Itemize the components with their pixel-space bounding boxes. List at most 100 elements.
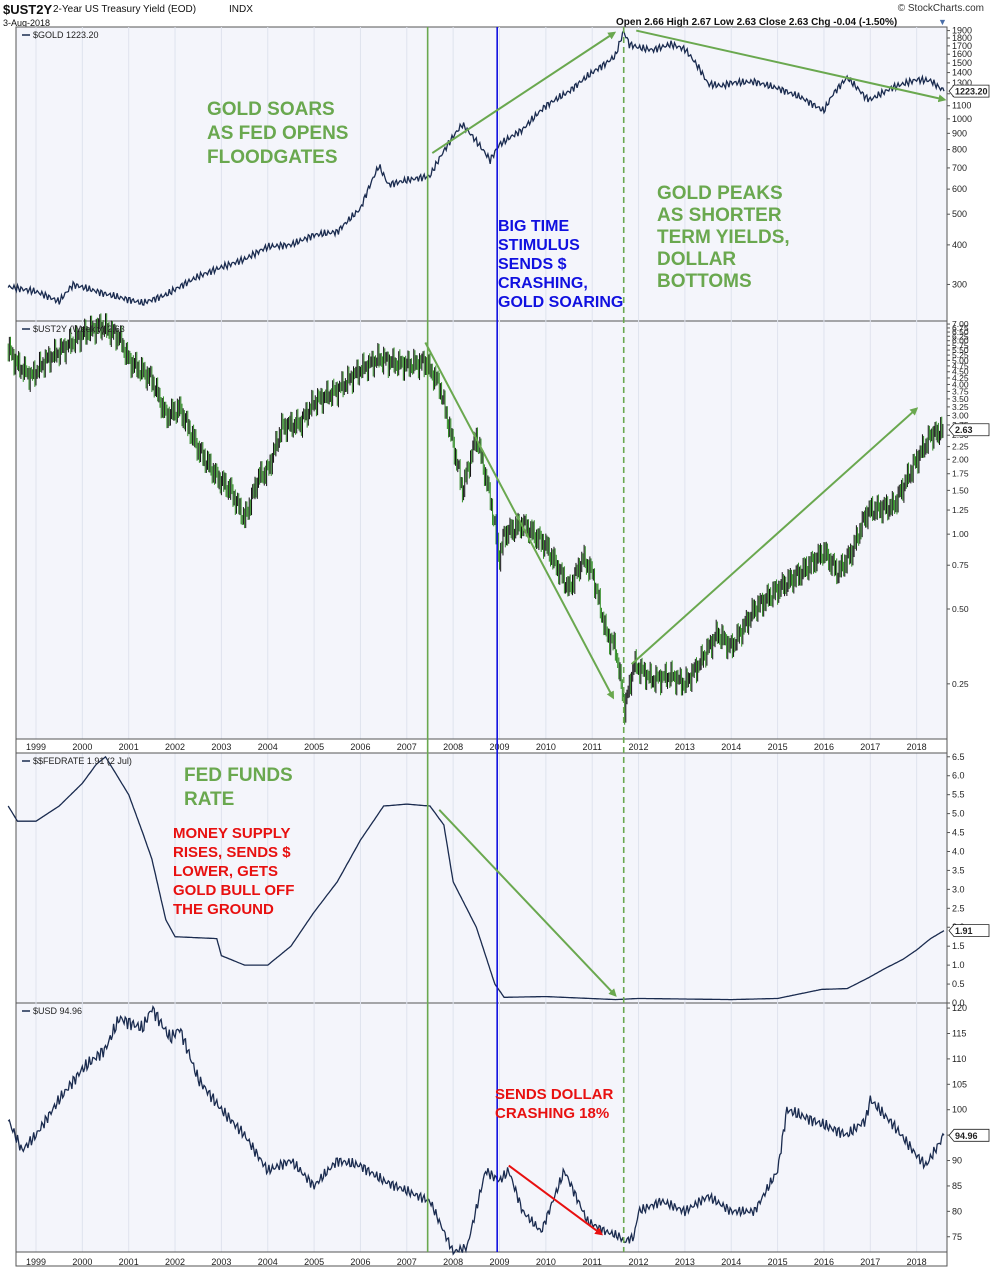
x-tick-label: 2002 <box>165 1257 185 1267</box>
x-tick-label: 2013 <box>675 1257 695 1267</box>
y-tick-label: 6.0 <box>952 771 965 781</box>
yield-downtrend-arrow <box>424 342 614 700</box>
x-tick-label: 2000 <box>72 1257 92 1267</box>
y-tick-label: 3.0 <box>952 884 965 894</box>
ust2y-last-value-tag: 2.63 <box>948 423 990 437</box>
y-tick-label: 1600 <box>952 49 972 59</box>
y-tick-label: 0.5 <box>952 979 965 989</box>
x-tick-label: 2003 <box>211 1257 231 1267</box>
annotation-line: SENDS $ <box>498 256 567 273</box>
y-tick-label: 75 <box>952 1232 962 1242</box>
gold-last-value-tag: 1223.20 <box>948 84 990 98</box>
gold-uptrend-arrow-shaft <box>431 31 617 154</box>
y-tick-label: 3.75 <box>952 386 969 396</box>
fedrate-downtrend-arrow-shaft <box>438 809 617 997</box>
y-tick-label: 1700 <box>952 41 972 51</box>
y-tick-label: 600 <box>952 184 967 194</box>
x-tick-label: 2001 <box>119 742 139 752</box>
annotation-line: GOLD SOARING <box>498 294 623 311</box>
y-tick-label: 1.75 <box>952 469 969 479</box>
x-tick-label: 2012 <box>629 742 649 752</box>
y-tick-label: 800 <box>952 145 967 155</box>
legend-label: $$FEDRATE 1.91 (2 Jul) <box>33 756 132 766</box>
y-tick-label: 1500 <box>952 58 972 68</box>
y-axis-ust2y: 7.006.756.506.256.005.755.505.255.004.75… <box>947 319 969 689</box>
x-tick-label: 2003 <box>211 742 231 752</box>
x-tick-label: 2006 <box>350 742 370 752</box>
x-tick-label: 2000 <box>72 742 92 752</box>
y-axis-fedrate: 6.56.05.55.04.54.03.53.02.52.01.51.00.50… <box>947 752 965 1008</box>
y-tick-label: 300 <box>952 279 967 289</box>
y-tick-label: 5.50 <box>952 345 969 355</box>
y-tick-label: 5.25 <box>952 350 969 360</box>
gold-downtrend-arrow <box>636 29 947 103</box>
x-tick-label: 2017 <box>860 742 880 752</box>
x-tick-label: 2005 <box>304 742 324 752</box>
panel-usd <box>15 1002 948 1253</box>
x-axis-band <box>15 738 948 754</box>
usd-downtrend-arrow-shaft <box>508 1164 604 1236</box>
legend-label: $GOLD 1223.20 <box>33 30 99 40</box>
brand-label[interactable]: © StockCharts.com <box>897 3 984 14</box>
y-tick-label: 110 <box>952 1054 966 1064</box>
y-tick-label: 85 <box>952 1181 962 1191</box>
y-tick-label: 6.25 <box>952 331 969 341</box>
annotation-money-supply: MONEY SUPPLY RISES, SENDS $ LOWER, GETS GOL… <box>173 825 294 918</box>
ohlc-readout: Open 2.66 High 2.67 Low 2.63 Close 2.63 … <box>616 17 898 28</box>
y-tick-label: 3.25 <box>952 402 969 412</box>
annotation-line: SENDS DOLLAR <box>495 1086 614 1103</box>
x-tick-label: 2018 <box>907 742 927 752</box>
ohlc-dropdown-icon[interactable]: ▼ <box>938 17 947 27</box>
y-tick-label: 115 <box>952 1028 966 1038</box>
last-value-label: 2.63 <box>955 425 973 435</box>
y-tick-label: 1000 <box>952 114 972 124</box>
y-tick-label: 4.00 <box>952 379 969 389</box>
y-tick-label: 5.00 <box>952 355 969 365</box>
x-tick-label: 2005 <box>304 1257 324 1267</box>
x-tick-label: 2004 <box>258 742 278 752</box>
annotation-line: RISES, SENDS $ <box>173 844 291 861</box>
fedrate-series <box>7 755 945 1001</box>
x-tick-label: 2010 <box>536 1257 556 1267</box>
last-value-box <box>948 423 990 437</box>
y-tick-label: 7.00 <box>952 319 969 329</box>
y-tick-label: 6.50 <box>952 327 969 337</box>
y-tick-label: 0.50 <box>952 604 969 614</box>
annotation-fed-funds-rate: FED FUNDS RATE <box>184 765 293 810</box>
gold-downtrend-arrow-shaft <box>636 29 947 103</box>
y-tick-label: 90 <box>952 1156 962 1166</box>
last-value-box <box>948 924 990 938</box>
y-tick-label: 1900 <box>952 26 972 36</box>
fedrate-downtrend-arrow <box>438 809 617 997</box>
x-tick-label: 2016 <box>814 742 834 752</box>
y-tick-label: 700 <box>952 163 967 173</box>
annotation-sends-dollar: SENDS DOLLAR CRASHING 18% <box>495 1086 614 1122</box>
annotation-big-time-stimulus: BIG TIME STIMULUS SENDS $ CRASHING, GOLD SOA… <box>498 218 623 311</box>
y-axis-usd: 1201151101051009590858075 <box>947 1003 967 1242</box>
y-tick-label: 1.5 <box>952 941 965 951</box>
panel-fedrate <box>15 752 948 1004</box>
panel-gold <box>15 26 948 322</box>
y-tick-label: 500 <box>952 209 967 219</box>
y-tick-label: 4.75 <box>952 361 969 371</box>
y-tick-label: 4.50 <box>952 367 969 377</box>
x-axis-upper: 1999 2000 2001 2002 2003 2004 2005 2006 2007 2008… <box>15 738 948 754</box>
y-tick-label: 6.00 <box>952 336 969 346</box>
annotation-line: BIG TIME <box>498 218 569 235</box>
y-tick-label: 4.0 <box>952 846 965 856</box>
y-tick-label: 6.5 <box>952 752 965 762</box>
legend-label: $USD 94.96 <box>33 1006 82 1016</box>
chart-date: 3-Aug-2018 <box>3 18 51 28</box>
x-tick-label: 2006 <box>350 1257 370 1267</box>
x-tick-label: 2018 <box>907 1257 927 1267</box>
y-tick-label: 400 <box>952 240 967 250</box>
annotation-gold-soars: GOLD SOARS AS FED OPENS FLOODGATES <box>207 99 348 168</box>
annotation-line: THE GROUND <box>173 901 274 918</box>
fedrate-legend: $$FEDRATE 1.91 (2 Jul) <box>22 756 132 766</box>
annotation-line: LOWER, GETS <box>173 863 278 880</box>
y-tick-label: 1.25 <box>952 505 969 515</box>
x-axis-lower: 1999 2000 2001 2002 2003 2004 2005 2006 2007 2008… <box>15 1251 948 1267</box>
last-value-box <box>948 84 990 98</box>
y-tick-label: 5.75 <box>952 340 969 350</box>
